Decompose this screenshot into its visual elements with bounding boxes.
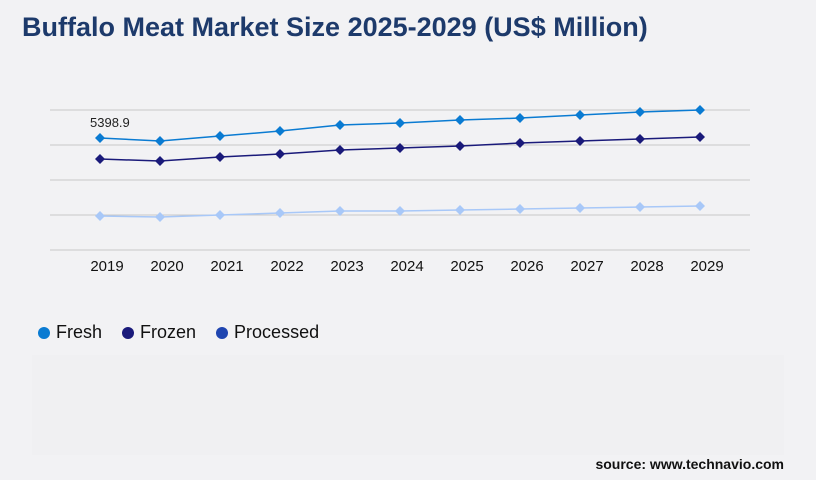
data-point-processed bbox=[95, 211, 105, 222]
data-point-fresh bbox=[215, 131, 225, 142]
data-point-frozen bbox=[275, 149, 285, 160]
data-point-processed bbox=[575, 203, 585, 214]
legend-marker-icon bbox=[122, 326, 135, 339]
data-point-processed bbox=[335, 206, 345, 217]
data-point-frozen bbox=[575, 136, 585, 147]
data-point-fresh bbox=[95, 133, 105, 144]
data-point-fresh bbox=[335, 120, 345, 131]
x-tick-label: 2021 bbox=[210, 258, 243, 275]
legend-marker-icon bbox=[38, 326, 50, 339]
data-point-processed bbox=[155, 212, 165, 223]
legend: Fresh Frozen Processed bbox=[38, 322, 319, 343]
legend-item-frozen: Frozen bbox=[122, 322, 196, 343]
line-chart: 2019 2020 2021 2022 2023 2024 2025 2026 2027 2028… bbox=[50, 105, 750, 275]
data-point-processed bbox=[215, 210, 225, 221]
data-point-frozen bbox=[215, 152, 225, 163]
data-point-fresh bbox=[155, 136, 165, 147]
data-point-fresh bbox=[635, 107, 645, 118]
data-point-fresh bbox=[395, 118, 405, 129]
data-label: 5398.9 bbox=[90, 115, 130, 130]
x-tick-label: 2029 bbox=[690, 258, 723, 275]
x-tick-label: 2019 bbox=[90, 258, 123, 275]
x-tick-label: 2025 bbox=[450, 258, 483, 275]
x-tick-label: 2024 bbox=[390, 258, 423, 275]
legend-item-processed: Processed bbox=[216, 322, 319, 343]
x-tick-label: 2028 bbox=[630, 258, 663, 275]
data-point-frozen bbox=[395, 143, 405, 154]
x-tick-label: 2020 bbox=[150, 258, 183, 275]
x-tick-label: 2023 bbox=[330, 258, 363, 275]
data-point-frozen bbox=[455, 141, 465, 152]
data-point-frozen bbox=[515, 138, 525, 149]
data-point-processed bbox=[275, 208, 285, 219]
legend-marker-icon bbox=[216, 326, 229, 339]
data-point-fresh bbox=[695, 105, 705, 116]
x-tick-label: 2026 bbox=[510, 258, 543, 275]
data-point-fresh bbox=[515, 113, 525, 124]
chart-title: Buffalo Meat Market Size 2025-2029 (US$ … bbox=[22, 12, 648, 42]
legend-item-fresh: Fresh bbox=[38, 322, 102, 343]
data-point-fresh bbox=[455, 115, 465, 126]
data-point-fresh bbox=[575, 110, 585, 121]
data-point-frozen bbox=[335, 145, 345, 156]
data-point-processed bbox=[515, 204, 525, 215]
blank-panel bbox=[32, 355, 784, 455]
data-point-processed bbox=[395, 206, 405, 217]
data-point-frozen bbox=[95, 154, 105, 165]
legend-label: Processed bbox=[234, 322, 320, 342]
data-point-frozen bbox=[695, 132, 705, 143]
x-tick-label: 2022 bbox=[270, 258, 303, 275]
legend-label: Frozen bbox=[140, 322, 197, 342]
x-tick-label: 2027 bbox=[570, 258, 603, 275]
legend-label: Fresh bbox=[56, 322, 103, 342]
data-point-fresh bbox=[275, 126, 285, 137]
data-point-processed bbox=[635, 202, 645, 213]
data-point-processed bbox=[695, 201, 705, 212]
data-point-frozen bbox=[155, 156, 165, 167]
data-point-frozen bbox=[635, 134, 645, 145]
source-note: source: www.technavio.com bbox=[595, 456, 784, 472]
data-point-processed bbox=[455, 205, 465, 216]
